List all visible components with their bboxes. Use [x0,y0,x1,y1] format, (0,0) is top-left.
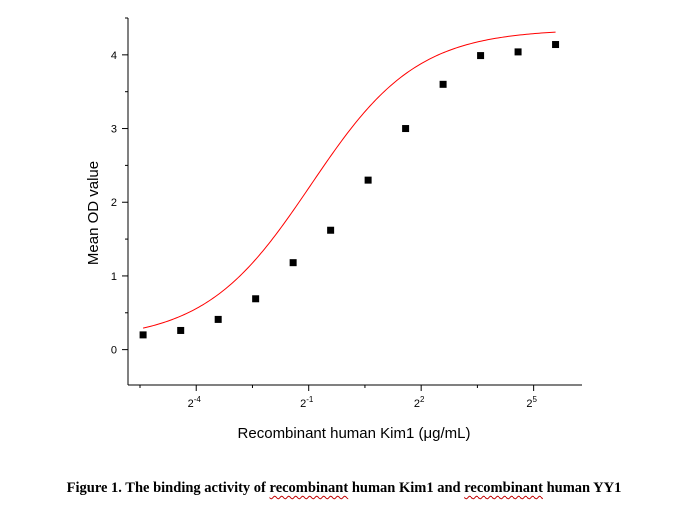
x-tick-label: 22 [414,395,425,410]
data-point [402,125,410,133]
y-tick-label: 4 [111,50,117,62]
caption-word-recombinant-2: recombinant [464,480,543,496]
x-tick-label: 2-1 [300,395,314,410]
y-tick-label: 0 [111,345,117,357]
data-point [289,259,297,267]
fit-curve-group [142,31,556,329]
data-point [177,326,185,334]
data-point [514,48,522,56]
data-point [327,226,335,234]
data-point [139,331,147,339]
data-points [139,41,560,339]
y-tick-label: 3 [111,124,117,136]
axes: 0 1 2 3 4 2-4 2-1 22 25 [111,17,582,410]
binding-activity-chart: 0 1 2 3 4 2-4 2-1 22 25 Recombinant human Kim1 (… [85,17,582,442]
x-axis-title: Recombinant human Kim1 (μg/mL) [238,425,471,442]
caption-word-recombinant-1: recombinant [269,480,349,496]
data-point [477,52,485,60]
caption-suffix: human YY1 [542,480,622,496]
y-axis-title: Mean OD value [85,161,102,265]
figure-caption: Figure 1. The binding activity of recomb… [0,480,688,497]
x-tick-label: 2-4 [188,395,202,410]
data-point [364,176,372,184]
data-point [439,80,447,88]
fit-curve [142,31,556,329]
caption-prefix: Figure 1. The binding activity of [66,480,270,496]
data-point [252,295,260,303]
data-point [214,315,222,323]
y-tick-label: 2 [111,197,117,209]
y-tick-label: 1 [111,271,117,283]
caption-middle: human Kim1 and [348,480,465,496]
data-point [552,41,560,49]
x-tick-label: 25 [526,395,537,410]
